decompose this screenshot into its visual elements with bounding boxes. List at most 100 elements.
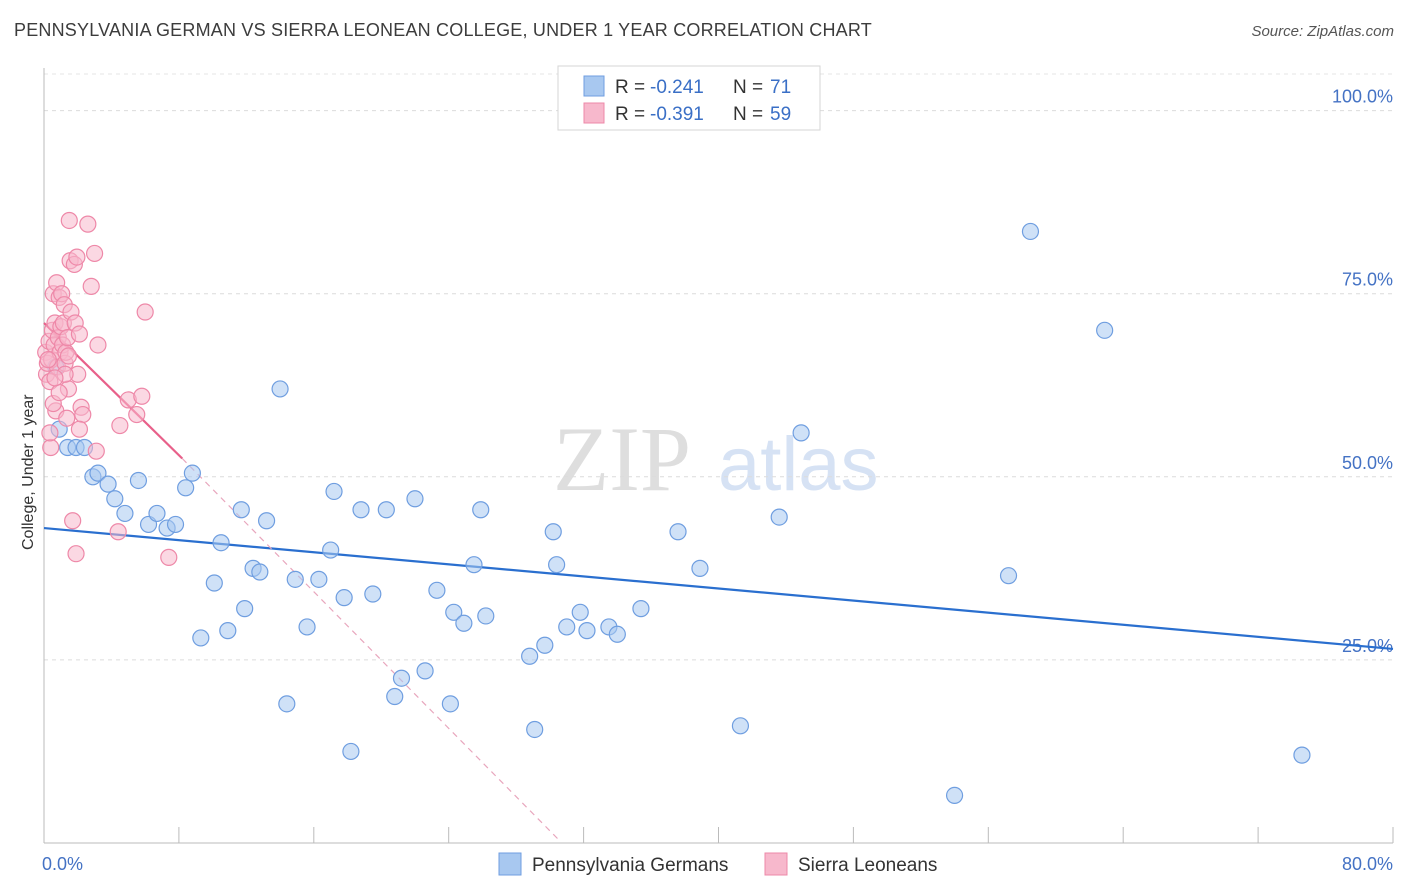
legend-n-label-1: N = xyxy=(733,77,763,98)
legend-n-label-2: N = xyxy=(733,104,763,125)
point-pennsylvania-germans-20 xyxy=(219,622,237,640)
point-sierra-leoneans-53 xyxy=(50,383,68,402)
legend-r-value-2: -0.391 xyxy=(650,104,704,125)
point-pennsylvania-germans-46 xyxy=(465,556,483,574)
point-pennsylvania-germans-63 xyxy=(770,508,788,526)
point-sierra-leoneans-41 xyxy=(85,244,104,263)
top-legend: R = -0.241 N = 71 R = -0.391 N = 59 xyxy=(557,65,821,131)
point-pennsylvania-germans-6 xyxy=(89,464,107,482)
bottom-legend-swatch-pennsylvania-germans xyxy=(498,852,522,876)
point-pennsylvania-germans-39 xyxy=(392,669,411,687)
point-sierra-leoneans-55 xyxy=(41,424,59,442)
point-pennsylvania-germans-65 xyxy=(945,786,964,804)
point-pennsylvania-germans-47 xyxy=(472,501,490,519)
point-sierra-leoneans-44 xyxy=(109,523,127,541)
point-sierra-leoneans-34 xyxy=(68,248,86,266)
point-sierra-leoneans-51 xyxy=(39,351,57,369)
chart-source: Source: ZipAtlas.com xyxy=(1251,23,1394,40)
chart-title: PENNSYLVANIA GERMAN VS SIERRA LEONEAN CO… xyxy=(14,20,872,40)
point-pennsylvania-germans-19 xyxy=(212,534,230,552)
point-pennsylvania-germans-40 xyxy=(406,490,424,508)
point-sierra-leoneans-40 xyxy=(82,277,100,295)
bottom-legend-swatch-sierra-leoneans xyxy=(764,852,788,876)
bottom-legend: Pennsylvania Germans Sierra Leoneans xyxy=(498,852,937,876)
point-sierra-leoneans-49 xyxy=(136,303,154,321)
trend-line-pennsylvania-germans xyxy=(43,526,1394,651)
point-pennsylvania-germans-53 xyxy=(548,556,566,574)
point-pennsylvania-germans-64 xyxy=(792,424,810,442)
point-sierra-leoneans-27 xyxy=(60,211,78,230)
point-pennsylvania-germans-41 xyxy=(416,662,434,680)
y-tick-label-2: 75.0% xyxy=(1342,270,1393,290)
trend-layer xyxy=(43,322,1394,840)
trend-line-extension-sierra-leoneans xyxy=(181,458,559,840)
point-pennsylvania-germans-33 xyxy=(335,589,353,607)
point-pennsylvania-germans-27 xyxy=(278,695,296,713)
point-pennsylvania-germans-58 xyxy=(608,625,626,643)
bottom-legend-label-sierra-leoneans: Sierra Leoneans xyxy=(798,855,937,876)
point-pennsylvania-germans-43 xyxy=(441,695,459,713)
point-sierra-leoneans-42 xyxy=(87,442,105,460)
bottom-legend-label-pennsylvania-germans: Pennsylvania Germans xyxy=(532,855,728,876)
point-sierra-leoneans-30 xyxy=(64,512,82,530)
point-pennsylvania-germans-38 xyxy=(386,687,404,706)
point-pennsylvania-germans-35 xyxy=(352,501,370,519)
point-pennsylvania-germans-8 xyxy=(106,490,124,508)
point-pennsylvania-germans-29 xyxy=(298,618,316,636)
point-pennsylvania-germans-61 xyxy=(691,559,709,577)
point-pennsylvania-germans-59 xyxy=(632,600,650,618)
legend-r-value-1: -0.241 xyxy=(650,77,704,98)
point-pennsylvania-germans-34 xyxy=(342,742,360,761)
point-pennsylvania-germans-7 xyxy=(99,475,117,493)
point-sierra-leoneans-58 xyxy=(46,369,64,387)
point-sierra-leoneans-43 xyxy=(89,336,107,354)
point-pennsylvania-germans-24 xyxy=(251,563,269,581)
point-pennsylvania-germans-36 xyxy=(364,585,382,603)
point-sierra-leoneans-50 xyxy=(160,548,178,566)
point-pennsylvania-germans-28 xyxy=(286,570,304,588)
point-pennsylvania-germans-55 xyxy=(571,603,589,621)
point-pennsylvania-germans-9 xyxy=(116,504,134,523)
point-pennsylvania-germans-60 xyxy=(669,523,687,541)
point-pennsylvania-germans-69 xyxy=(1293,746,1311,764)
point-pennsylvania-germans-42 xyxy=(428,581,446,599)
point-pennsylvania-germans-30 xyxy=(310,570,328,588)
point-sierra-leoneans-36 xyxy=(70,325,89,343)
point-pennsylvania-germans-21 xyxy=(232,501,250,519)
point-pennsylvania-germans-56 xyxy=(578,622,596,640)
point-sierra-leoneans-47 xyxy=(128,405,146,424)
point-pennsylvania-germans-17 xyxy=(192,629,210,647)
watermark: ZIP atlas xyxy=(553,408,879,510)
legend-swatch-sierra-leoneans xyxy=(583,102,605,124)
point-pennsylvania-germans-49 xyxy=(521,647,539,665)
legend-n-value-1: 71 xyxy=(770,77,791,98)
point-pennsylvania-germans-48 xyxy=(477,607,495,625)
point-pennsylvania-germans-32 xyxy=(325,482,343,501)
y-axis-title: College, Under 1 year xyxy=(20,394,37,550)
point-sierra-leoneans-24 xyxy=(58,409,76,427)
point-pennsylvania-germans-37 xyxy=(377,501,395,519)
point-pennsylvania-germans-22 xyxy=(236,600,254,618)
legend-swatch-pennsylvania-germans xyxy=(583,75,605,97)
legend-r-label-2: R = xyxy=(615,104,645,125)
point-sierra-leoneans-33 xyxy=(67,545,85,563)
point-pennsylvania-germans-68 xyxy=(1096,321,1114,339)
point-pennsylvania-germans-52 xyxy=(544,523,562,541)
legend-n-value-2: 59 xyxy=(770,104,791,125)
point-sierra-leoneans-57 xyxy=(70,420,89,438)
x-tick-label-right: 80.0% xyxy=(1342,854,1393,874)
point-sierra-leoneans-45 xyxy=(111,416,129,435)
point-pennsylvania-germans-14 xyxy=(166,515,185,534)
point-pennsylvania-germans-62 xyxy=(731,717,750,735)
point-pennsylvania-germans-16 xyxy=(183,464,201,482)
axis-layer: 25.0%50.0%75.0%100.0% xyxy=(43,68,1394,844)
legend-r-label-1: R = xyxy=(615,77,645,98)
point-pennsylvania-germans-18 xyxy=(205,574,223,592)
point-pennsylvania-germans-45 xyxy=(455,614,473,632)
point-sierra-leoneans-38 xyxy=(74,405,92,424)
point-pennsylvania-germans-66 xyxy=(999,567,1018,585)
points-layer xyxy=(37,211,1311,804)
x-tick-label-left: 0.0% xyxy=(42,854,83,874)
point-pennsylvania-germans-26 xyxy=(271,380,289,398)
watermark-zip: ZIP xyxy=(553,408,691,510)
